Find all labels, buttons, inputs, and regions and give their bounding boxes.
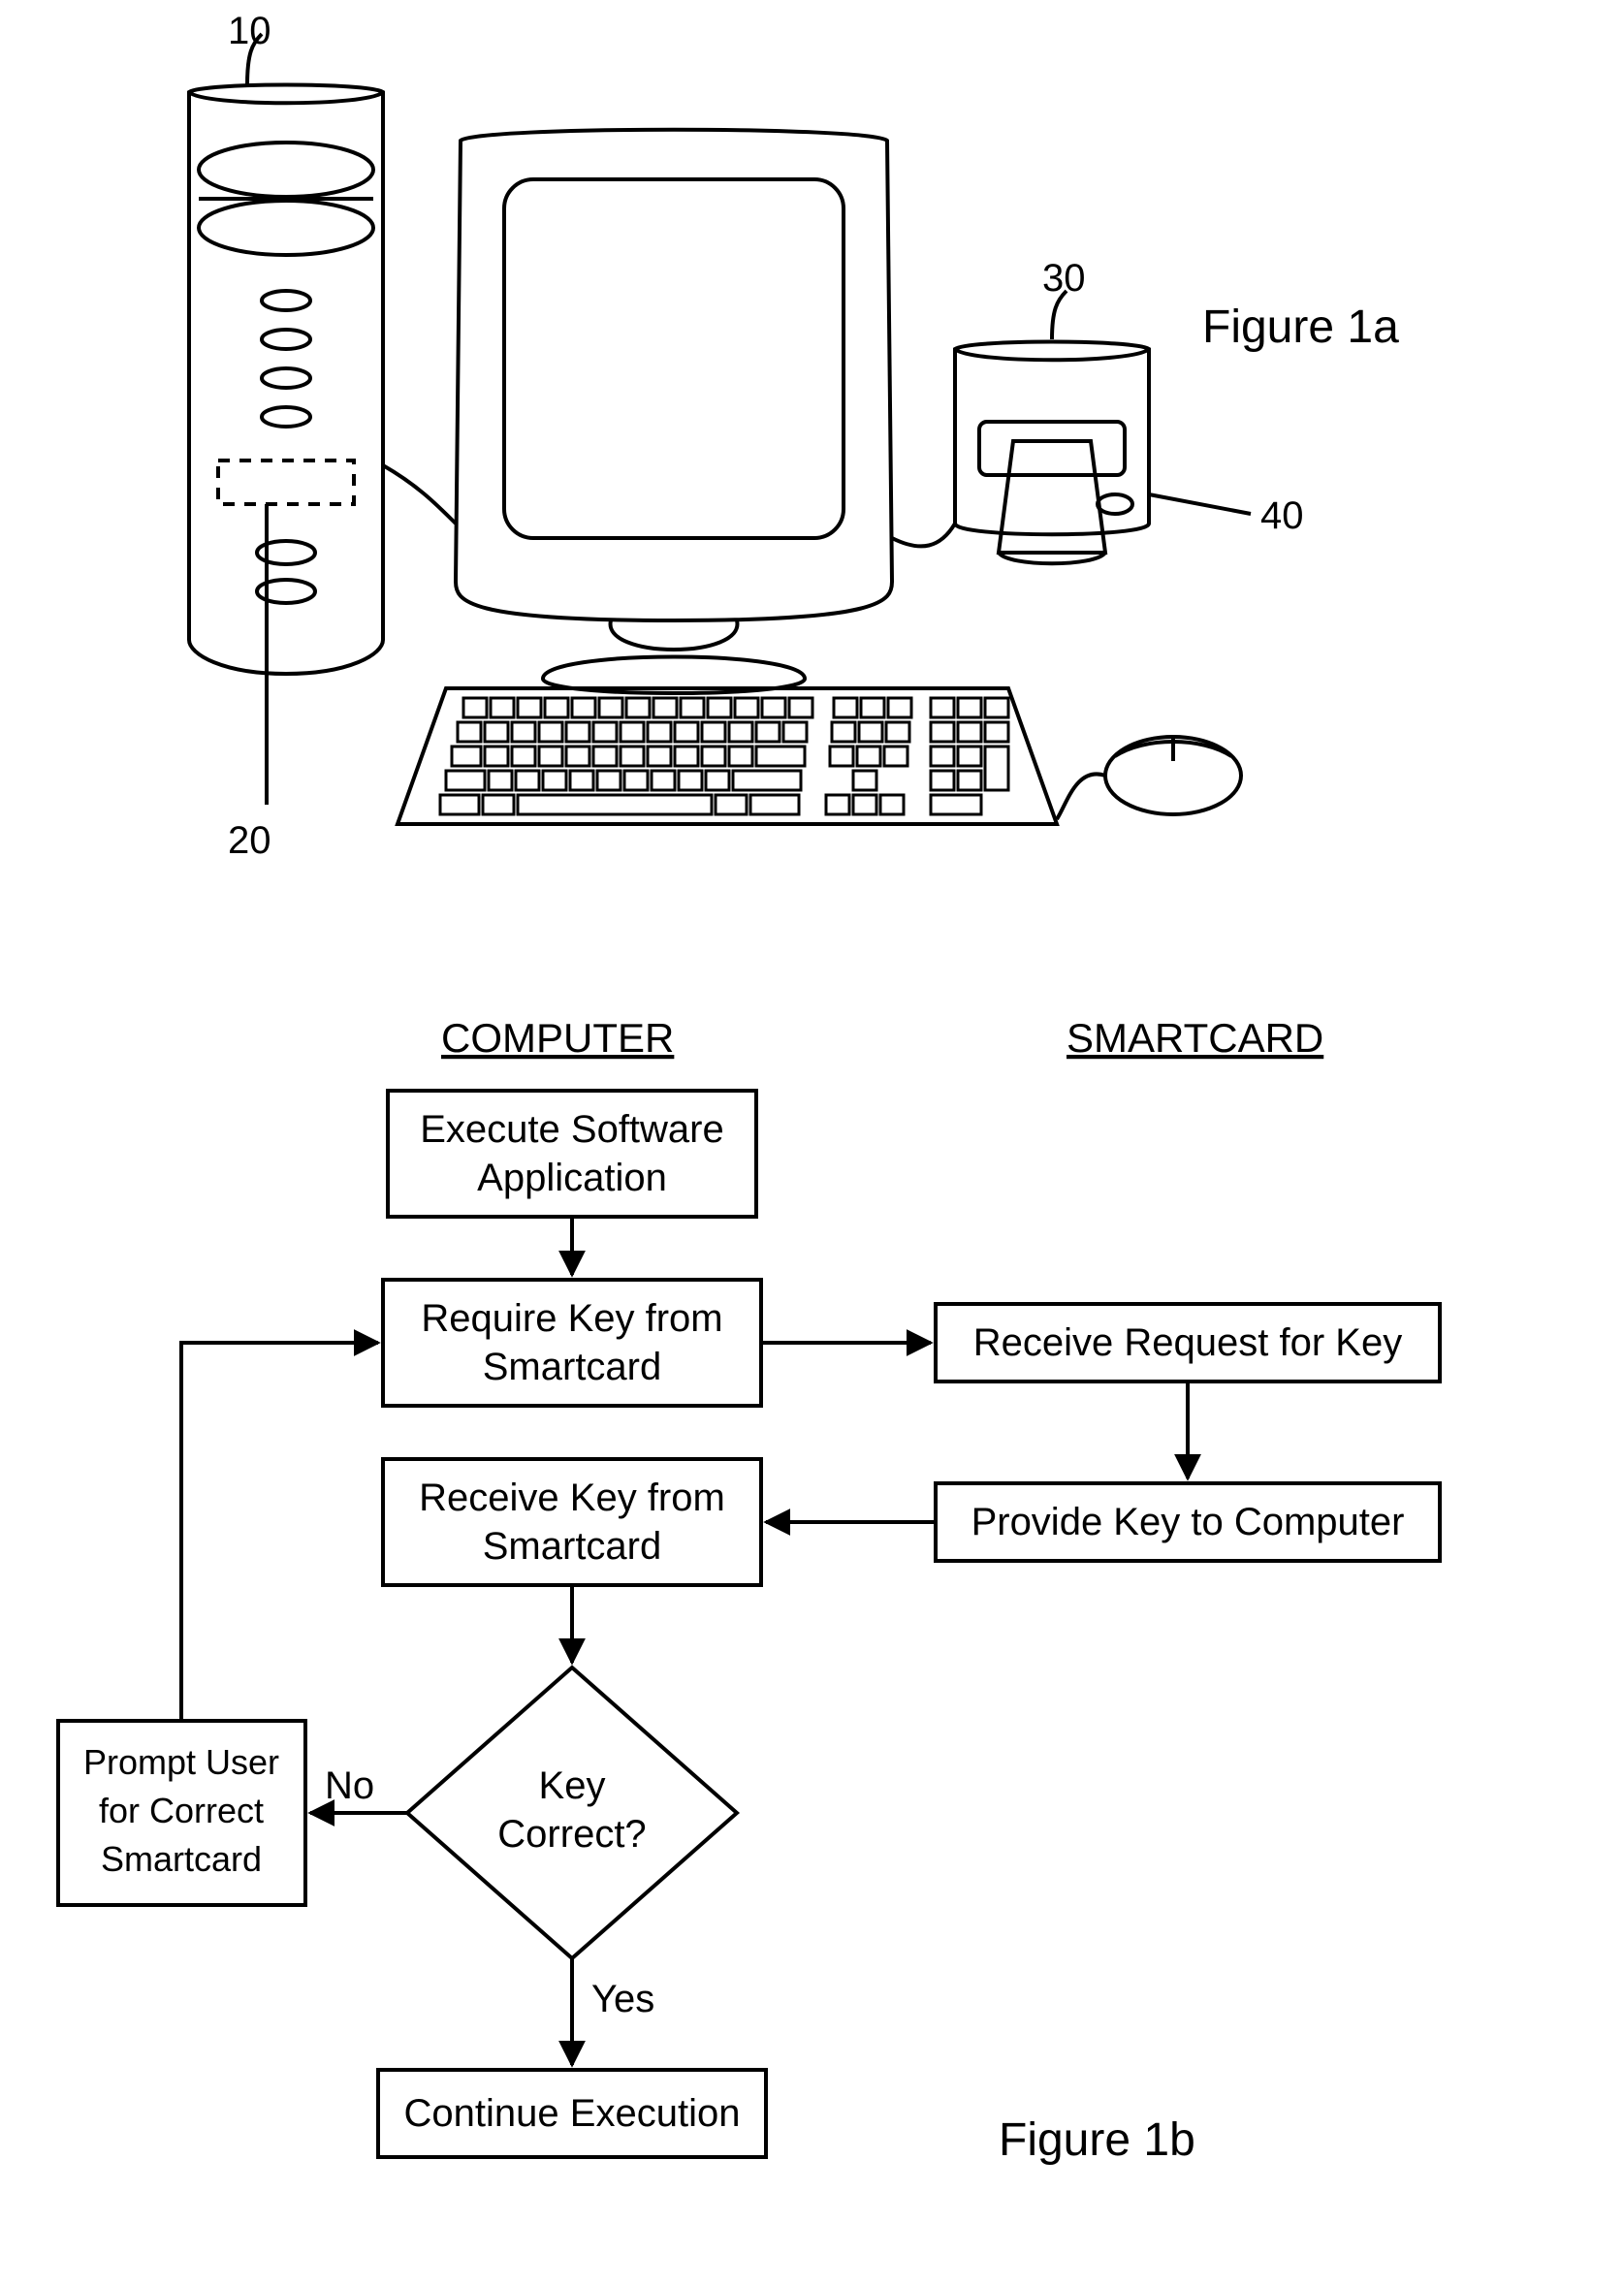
col-head-smartcard: SMARTCARD [1067, 1015, 1323, 1061]
node-decide-l1: Key [539, 1764, 606, 1807]
node-exec-l2: Application [477, 1157, 667, 1199]
card-reader [955, 342, 1149, 535]
tower-btn-2 [262, 330, 310, 349]
node-recv-key-l2: Smartcard [483, 1525, 662, 1568]
figure-1b-label: Figure 1b [999, 2113, 1195, 2167]
dashed-panel [218, 461, 354, 504]
node-prompt-l1: Prompt User [83, 1742, 279, 1782]
node-continue-text: Continue Execution [404, 2092, 741, 2135]
cable-tower-monitor [383, 465, 456, 524]
tower-btn-3 [262, 368, 310, 388]
node-recv-key-l1: Receive Key from [419, 1477, 725, 1519]
drive-bay-1 [199, 143, 373, 197]
edge-label-yes: Yes [591, 1978, 654, 2020]
figure-1a: 10 20 30 40 [189, 10, 1304, 862]
node-require-l1: Require Key from [421, 1297, 722, 1340]
keyboard [398, 688, 1057, 824]
col-head-computer: COMPUTER [441, 1015, 674, 1061]
monitor-screen [504, 179, 844, 538]
cable-monitor-reader [892, 524, 955, 546]
node-prompt-l3: Smartcard [101, 1839, 262, 1879]
node-exec-l1: Execute Software [420, 1108, 724, 1151]
callout-30: 30 [1042, 257, 1086, 300]
node-prompt-l2: for Correct [99, 1791, 264, 1830]
monitor-neck [611, 620, 738, 650]
callout-10: 10 [228, 10, 271, 52]
tower-btn-1 [262, 291, 310, 310]
figure-1b: COMPUTER SMARTCARD Execute Software Appl… [58, 1015, 1440, 2157]
tower-top [189, 92, 383, 103]
node-provide-text: Provide Key to Computer [971, 1501, 1405, 1543]
mouse [1057, 737, 1241, 819]
tower-btn-4 [262, 407, 310, 427]
node-require-l2: Smartcard [483, 1346, 662, 1388]
edge-prompt-require [181, 1343, 378, 1721]
callout-20: 20 [228, 819, 271, 862]
node-recv-req-text: Receive Request for Key [973, 1321, 1402, 1364]
edge-label-no: No [325, 1764, 374, 1807]
leader-40 [1149, 494, 1251, 514]
callout-40: 40 [1260, 494, 1304, 537]
node-decide-l2: Correct? [497, 1813, 646, 1856]
drive-bay-2 [199, 201, 373, 255]
figure-1a-label: Figure 1a [1202, 301, 1399, 354]
tower-outline [189, 85, 383, 675]
page: Figure 1a Figure 1b [0, 0, 1624, 2287]
